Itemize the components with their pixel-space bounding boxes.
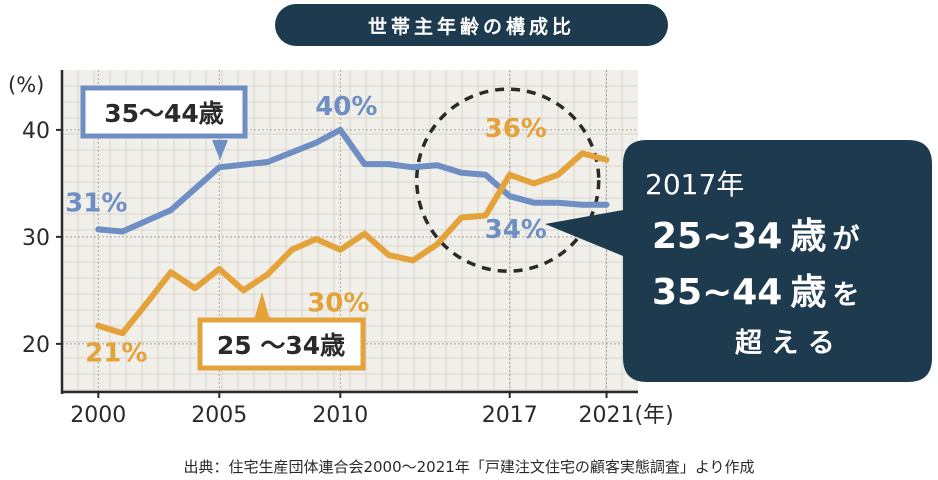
x-tick-label: 2005 — [191, 403, 247, 428]
callout-line1: 2017年 — [645, 168, 745, 201]
legend-box-blue — [80, 85, 248, 139]
data-label: 30% — [307, 289, 369, 319]
data-label: 36% — [485, 114, 547, 144]
callout-line3-sai: 歳 — [790, 272, 827, 313]
legend-pointer-orange — [254, 292, 270, 320]
x-tick-label: 2000 — [70, 403, 126, 428]
data-label: 21% — [85, 339, 147, 369]
x-tick-label: 2017 — [482, 403, 538, 428]
callout-line2-num: 25~34 — [652, 216, 783, 257]
callout-line2: 25~34 歳が — [652, 207, 859, 259]
callout-line4: 超 え る — [735, 328, 835, 359]
data-label: 40% — [315, 92, 377, 122]
highlight-circle-2017 — [414, 87, 601, 273]
series-line-1 — [95, 126, 610, 235]
y-tick-label: 20 — [22, 333, 50, 358]
legend-label-orange: 25 ～34歳 — [217, 331, 345, 360]
legend-box-orange — [197, 317, 366, 371]
callout-bubble — [545, 140, 932, 382]
source-note: 出典：住宅生産団体連合会2000～2021年「戸建注文住宅の顧客実態調査」より作… — [183, 458, 755, 476]
y-tick-label: 30 — [22, 226, 50, 251]
legend-label-blue: 35～44歳 — [104, 99, 224, 128]
data-label: 34% — [485, 215, 547, 245]
x-axis-unit: (年) — [635, 403, 674, 428]
callout-line2-sai: 歳 — [790, 216, 827, 257]
callout-line3-suffix: を — [832, 280, 860, 311]
x-tick-label: 2010 — [312, 403, 368, 428]
x-tick-label: 2021 — [579, 403, 635, 428]
data-label: 31% — [65, 188, 127, 218]
callout-line2-suffix: が — [832, 224, 860, 255]
series-line-2 — [95, 150, 610, 337]
legend-pointer-blue — [212, 140, 228, 160]
y-axis-label: (%) — [8, 73, 44, 97]
callout-line3: 35~44 歳を — [652, 263, 859, 315]
y-tick-label: 40 — [22, 119, 50, 144]
callout-line3-num: 35~44 — [652, 272, 783, 313]
chart-title: 世帯主年齢の構成比 — [275, 4, 668, 46]
